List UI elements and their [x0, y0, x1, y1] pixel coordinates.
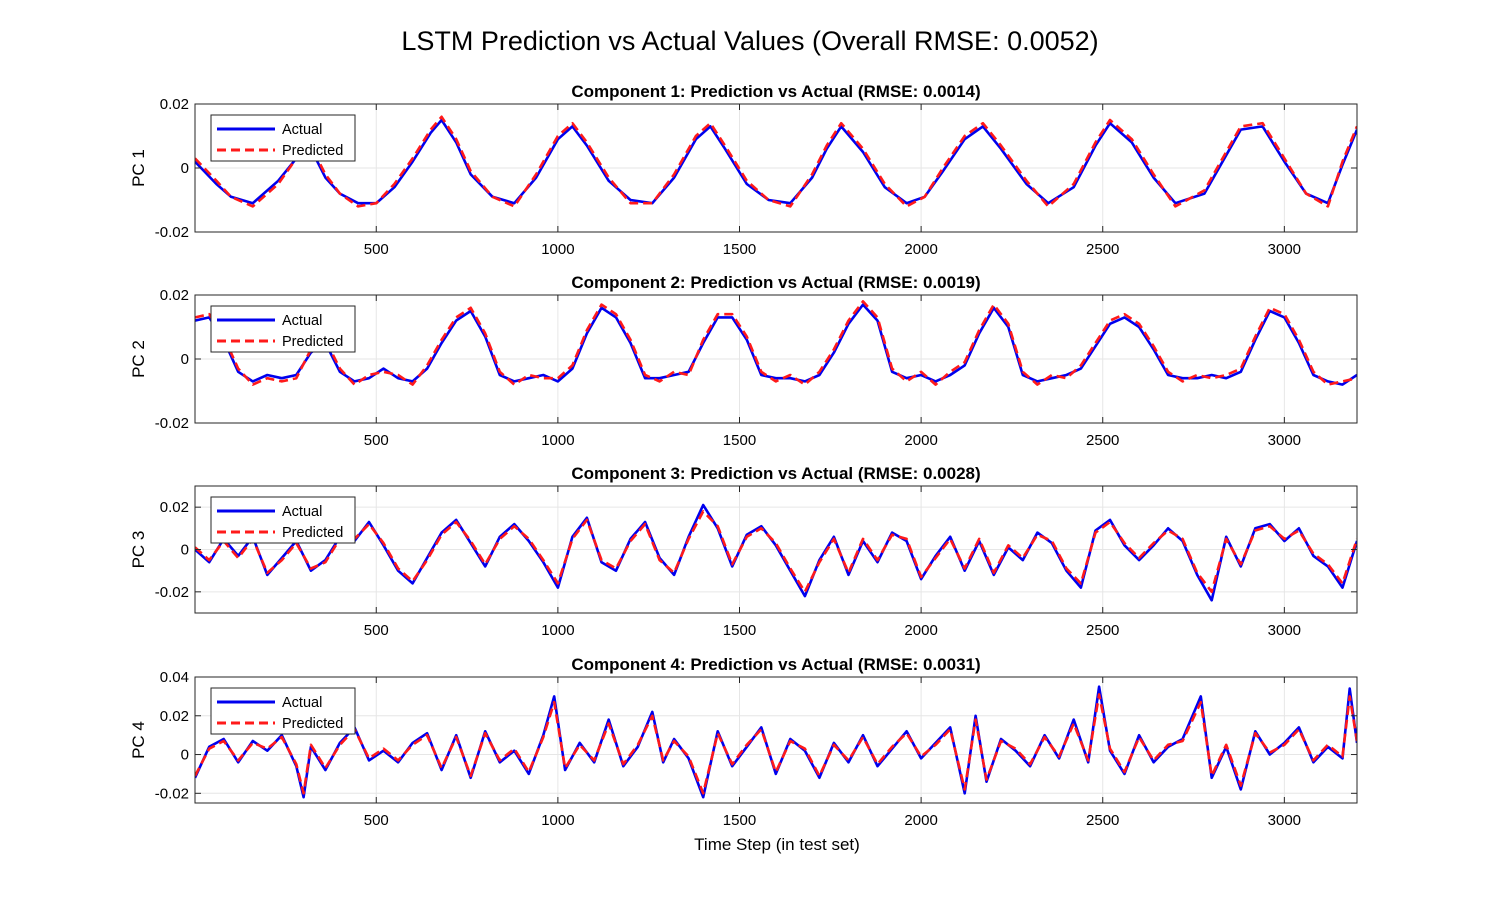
x-tick-label: 2500: [1086, 812, 1119, 829]
series-group: [195, 685, 1357, 799]
x-tick-label: 2000: [904, 432, 937, 449]
subplot-title: Component 1: Prediction vs Actual (RMSE:…: [571, 82, 980, 101]
y-tick-label: 0.04: [160, 669, 189, 686]
axes-box: [194, 676, 1358, 804]
legend-label: Actual: [282, 122, 322, 138]
y-tick-label: -0.02: [155, 415, 189, 432]
subplot-title: Component 3: Prediction vs Actual (RMSE:…: [571, 464, 980, 483]
x-tick-label: 1000: [541, 622, 574, 639]
y-tick-label: 0.02: [160, 708, 189, 725]
x-tick-label: 1000: [541, 812, 574, 829]
y-tick-label: -0.02: [155, 224, 189, 241]
legend-box: [210, 687, 356, 735]
y-tick-label: 0.02: [160, 499, 189, 516]
x-tick-label: 500: [364, 241, 389, 258]
subplot-1: 500 1000 1500 2000 2500 3000 -0.02 0 0.02 Compone…: [129, 82, 1358, 258]
x-tick-label: 1500: [723, 241, 756, 258]
x-tick-label: 1500: [723, 432, 756, 449]
x-tick-label: 2500: [1086, 432, 1119, 449]
series-line-predicted: [195, 693, 1357, 795]
y-tick-label: 0.02: [160, 287, 189, 304]
plot-area: [195, 677, 1357, 803]
figure-title: LSTM Prediction vs Actual Values (Overal…: [401, 26, 1098, 56]
subplot-title: Component 4: Prediction vs Actual (RMSE:…: [571, 655, 980, 674]
legend: Actual Predicted: [210, 114, 356, 162]
x-tick-label: 2000: [904, 812, 937, 829]
subplot-4: 500 1000 1500 2000 2500 3000 -0.02 0 0.02 0.04 Com…: [129, 655, 1358, 829]
legend-label: Actual: [282, 504, 322, 520]
x-tick-label: 1500: [723, 622, 756, 639]
x-tick-label: 3000: [1268, 432, 1301, 449]
x-tick-label: 3000: [1268, 812, 1301, 829]
x-axis-label: Time Step (in test set): [694, 835, 860, 854]
x-tick-label: 2500: [1086, 241, 1119, 258]
subplot-2: 500 1000 1500 2000 2500 3000 -0.02 0 0.02 Compone…: [129, 273, 1358, 449]
subplot-title: Component 2: Prediction vs Actual (RMSE:…: [571, 273, 980, 292]
y-tick-label: 0.02: [160, 96, 189, 113]
y-tick-label: 0: [181, 542, 189, 559]
series-line-predicted: [195, 510, 1357, 594]
x-tick-label: 500: [364, 812, 389, 829]
subplot-panels: 500 1000 1500 2000 2500 3000 -0.02 0 0.02 Compone…: [129, 82, 1358, 829]
x-tick-label: 500: [364, 432, 389, 449]
y-axis-label: PC 4: [129, 721, 148, 759]
x-tick-label: 2000: [904, 241, 937, 258]
x-tick-label: 2000: [904, 622, 937, 639]
x-tick-label: 1500: [723, 812, 756, 829]
legend-label: Predicted: [282, 716, 343, 732]
x-tick-label: 1000: [541, 241, 574, 258]
legend-label: Predicted: [282, 143, 343, 159]
x-tick-label: 3000: [1268, 241, 1301, 258]
series-group: [195, 300, 1357, 386]
legend: Actual Predicted: [210, 687, 356, 735]
y-tick-label: -0.02: [155, 584, 189, 601]
legend-box: [210, 305, 356, 353]
y-tick-label: 0: [181, 160, 189, 177]
subplot-3: 500 1000 1500 2000 2500 3000 -0.02 0 0.02 Compone…: [129, 464, 1358, 639]
legend-box: [210, 114, 356, 162]
series-line-actual: [195, 685, 1357, 799]
x-tick-label: 3000: [1268, 622, 1301, 639]
x-tick-label: 2500: [1086, 622, 1119, 639]
x-tick-label: 500: [364, 622, 389, 639]
series-group: [195, 503, 1357, 602]
legend: Actual Predicted: [210, 496, 356, 544]
legend-label: Predicted: [282, 334, 343, 350]
y-tick-label: 0: [181, 351, 189, 368]
legend-box: [210, 496, 356, 544]
legend-label: Predicted: [282, 525, 343, 541]
y-tick-label: 0: [181, 747, 189, 764]
legend: Actual Predicted: [210, 305, 356, 353]
x-tick-label: 1000: [541, 432, 574, 449]
series-line-predicted: [195, 300, 1357, 386]
y-tick-label: -0.02: [155, 785, 189, 802]
series-group: [195, 115, 1357, 208]
y-axis-label: PC 1: [129, 149, 148, 187]
series-line-predicted: [195, 115, 1357, 208]
y-axis-label: PC 3: [129, 531, 148, 569]
legend-label: Actual: [282, 313, 322, 329]
legend-label: Actual: [282, 695, 322, 711]
y-axis-label: PC 2: [129, 340, 148, 378]
